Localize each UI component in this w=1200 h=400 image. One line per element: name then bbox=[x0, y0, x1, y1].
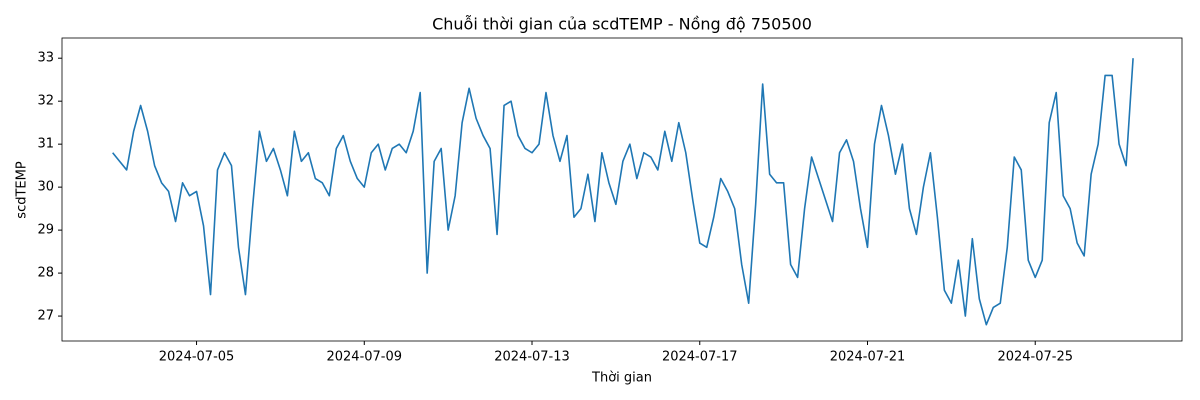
plot-frame bbox=[61, 37, 1183, 342]
y-axis-label: scdTEMP bbox=[15, 161, 30, 219]
x-tick-label: 2024-07-13 bbox=[494, 350, 570, 365]
x-tick-label: 2024-07-09 bbox=[326, 350, 402, 365]
y-tick-label: 33 bbox=[37, 51, 54, 66]
series-line bbox=[112, 58, 1134, 326]
y-tick-label: 32 bbox=[37, 94, 54, 109]
y-tick-label: 28 bbox=[37, 266, 54, 281]
y-tick-label: 30 bbox=[37, 180, 54, 195]
y-tick-label: 27 bbox=[37, 309, 54, 324]
x-tick-label: 2024-07-25 bbox=[997, 350, 1073, 365]
x-tick-label: 2024-07-05 bbox=[159, 350, 235, 365]
x-tick-label: 2024-07-21 bbox=[830, 350, 906, 365]
x-tick-label: 2024-07-17 bbox=[662, 350, 738, 365]
y-tick-label: 31 bbox=[37, 137, 54, 152]
x-axis-label: Thời gian bbox=[591, 371, 652, 386]
chart-title: Chuỗi thời gian của scdTEMP - Nồng độ 75… bbox=[432, 15, 812, 34]
y-tick-label: 29 bbox=[37, 223, 54, 238]
